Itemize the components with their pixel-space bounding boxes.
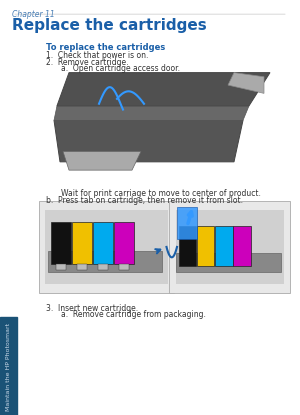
Polygon shape xyxy=(228,73,264,93)
Text: a.  Open cartridge access door.: a. Open cartridge access door. xyxy=(61,64,181,73)
Bar xyxy=(39,201,174,293)
Bar xyxy=(177,208,197,239)
Bar xyxy=(176,253,280,272)
Bar xyxy=(56,264,66,270)
Text: Replace the cartridges: Replace the cartridges xyxy=(12,18,207,33)
Bar xyxy=(0,317,16,415)
Polygon shape xyxy=(54,120,243,162)
FancyArrowPatch shape xyxy=(188,212,192,224)
Text: Maintain the HP Photosmart: Maintain the HP Photosmart xyxy=(6,322,10,410)
Text: b.  Press tab on cartridge, then remove it from slot.: b. Press tab on cartridge, then remove i… xyxy=(46,196,244,205)
Bar xyxy=(118,264,129,270)
Bar xyxy=(98,264,108,270)
Text: a.  Remove cartridge from packaging.: a. Remove cartridge from packaging. xyxy=(61,310,206,320)
Bar xyxy=(93,222,112,264)
Bar xyxy=(176,210,284,284)
Text: 1.  Check that power is on.: 1. Check that power is on. xyxy=(46,51,149,60)
Text: Chapter 11: Chapter 11 xyxy=(12,10,55,19)
Text: Wait for print carriage to move to center of product.: Wait for print carriage to move to cente… xyxy=(61,189,261,198)
Polygon shape xyxy=(45,210,168,284)
Polygon shape xyxy=(57,73,270,106)
Polygon shape xyxy=(63,151,141,170)
Bar xyxy=(197,226,214,266)
Polygon shape xyxy=(54,106,249,120)
Text: 2.  Remove cartridge.: 2. Remove cartridge. xyxy=(46,58,129,67)
Bar xyxy=(76,264,87,270)
Bar xyxy=(48,251,162,272)
Text: To replace the cartridges: To replace the cartridges xyxy=(46,43,166,52)
Bar xyxy=(72,222,92,264)
Text: 3.  Insert new cartridge.: 3. Insert new cartridge. xyxy=(46,304,139,313)
Bar xyxy=(51,222,70,264)
Bar xyxy=(233,226,251,266)
Bar xyxy=(114,222,134,264)
Bar xyxy=(169,201,290,293)
Bar xyxy=(178,226,196,266)
Bar xyxy=(215,226,232,266)
